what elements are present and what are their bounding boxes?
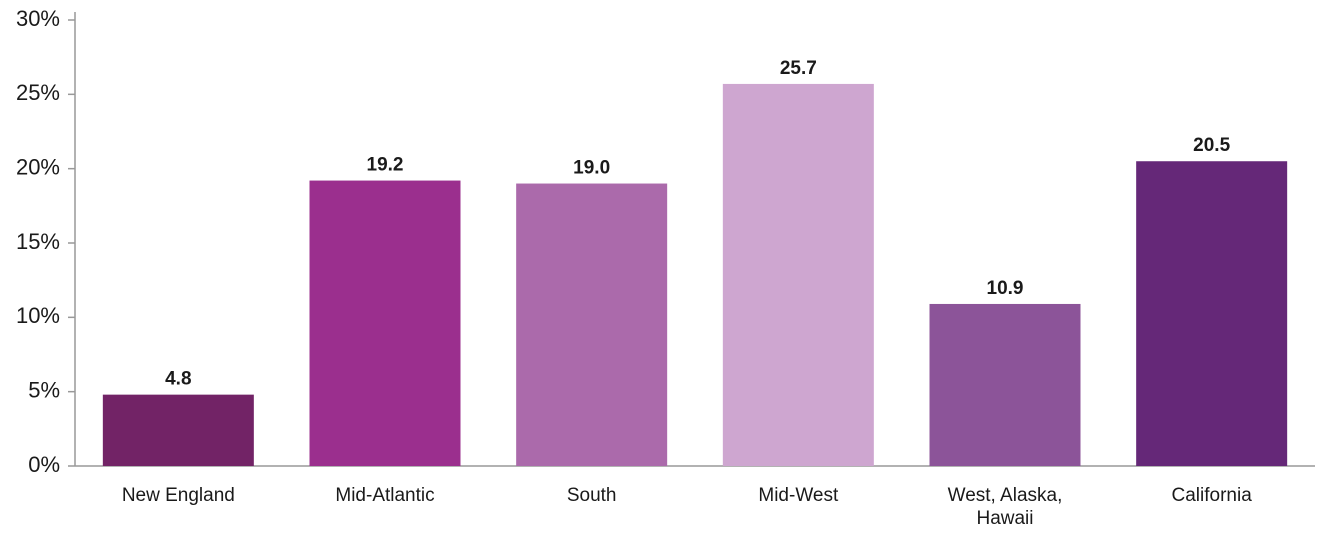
data-label: 20.5 (1193, 135, 1230, 156)
bar (1136, 161, 1288, 466)
x-tick-label: South (566, 485, 617, 506)
x-tick-label: Mid-Atlantic (335, 485, 435, 506)
y-tick-label: 25% (16, 80, 60, 105)
data-label: 19.2 (367, 155, 404, 176)
x-tick-label: Mid-West (758, 485, 839, 506)
data-label: 25.7 (780, 58, 817, 79)
bar (929, 303, 1081, 466)
bar (102, 394, 254, 466)
x-tick-label: West, Alaska, Hawaii (947, 485, 1063, 529)
y-tick-label: 0% (28, 452, 60, 477)
bar (309, 180, 461, 466)
data-label: 19.0 (573, 158, 610, 179)
y-tick-label: 10% (16, 303, 60, 328)
y-tick-label: 30% (16, 6, 60, 31)
y-tick-label: 20% (16, 154, 60, 179)
y-tick-label: 5% (28, 377, 60, 402)
bar (722, 83, 874, 466)
x-tick-label: California (1171, 485, 1252, 506)
x-tick-label: New England (121, 485, 235, 506)
bar (516, 183, 668, 467)
y-tick-label: 15% (16, 229, 60, 254)
data-label: 4.8 (165, 369, 191, 390)
data-label: 10.9 (987, 278, 1024, 299)
